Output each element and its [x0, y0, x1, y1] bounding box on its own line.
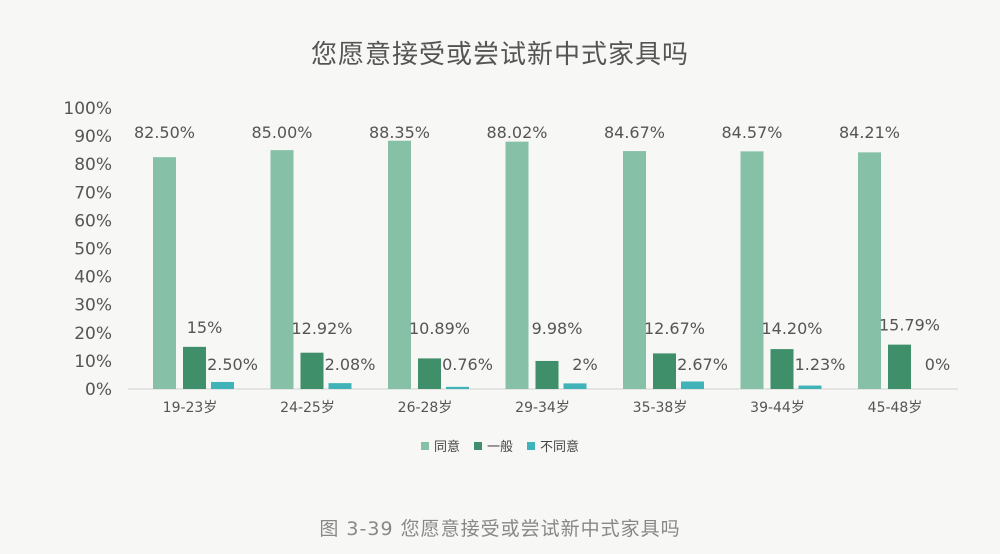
bar: [563, 383, 587, 389]
bar: [535, 360, 559, 389]
data-labels: 82.50% 15% 2.50% 85.00% 12.92% 2.08% 88.35% 10.…: [134, 123, 950, 374]
x-tick-label: 26-28岁: [398, 400, 453, 416]
bar: [211, 381, 234, 389]
legend-label: 不同意: [540, 440, 580, 455]
x-tick-label: 24-25岁: [280, 400, 335, 416]
x-tick-label: 35-38岁: [633, 400, 688, 416]
y-tick-label: 60%: [74, 211, 112, 231]
data-label: 10.89%: [409, 319, 470, 338]
data-label: 82.50%: [134, 123, 195, 142]
y-tick-label: 90%: [74, 127, 112, 147]
legend-swatch: [473, 441, 482, 450]
x-tick-label: 45-48岁: [868, 400, 923, 416]
chart-legend: 同意 一般 不同意: [0, 436, 1000, 455]
data-label: 12.92%: [291, 319, 352, 338]
y-tick-label: 70%: [74, 183, 112, 203]
data-label: 84.67%: [604, 123, 665, 142]
bar: [300, 352, 324, 389]
data-label: 85.00%: [251, 123, 312, 142]
legend-label: 一般: [486, 440, 513, 455]
bar: [446, 386, 469, 389]
data-label: 88.02%: [486, 123, 547, 142]
data-label: 15%: [187, 318, 223, 337]
legend-label: 同意: [433, 440, 460, 455]
bar: [798, 385, 822, 389]
bar-series: [153, 140, 911, 389]
bar: [505, 141, 529, 389]
y-tick-label: 20%: [74, 324, 112, 344]
x-tick-label: 29-34岁: [515, 400, 570, 416]
y-axis: 0% 10% 20% 30% 40% 50% 60% 70% 80% 90% 100%: [63, 99, 112, 400]
figure-caption: 图 3-39 您愿意接受或尝试新中式家具吗: [319, 518, 681, 540]
x-axis: 19-23岁 24-25岁 26-28岁 29-34岁 35-38岁 39-44岁 45-4…: [163, 400, 923, 416]
y-tick-label: 10%: [74, 352, 112, 372]
bar: [858, 152, 881, 389]
legend-item: 一般: [473, 436, 513, 455]
bar: [770, 349, 794, 389]
data-label: 2%: [572, 355, 597, 374]
x-tick-label: 39-44岁: [750, 400, 805, 416]
bar: [270, 150, 294, 389]
data-label: 0%: [925, 355, 950, 374]
data-label: 2.67%: [677, 355, 728, 374]
chart-title: 您愿意接受或尝试新中式家具吗: [310, 40, 689, 70]
data-label: 0.76%: [442, 355, 493, 374]
y-tick-label: 100%: [63, 99, 112, 119]
bar: [418, 358, 441, 389]
x-tick-label: 19-23岁: [163, 400, 218, 416]
data-label: 9.98%: [532, 319, 583, 338]
data-label: 88.35%: [369, 123, 430, 142]
bar: [153, 157, 176, 389]
y-tick-label: 30%: [74, 296, 112, 316]
bar: [388, 140, 411, 389]
data-label: 12.67%: [644, 319, 705, 338]
data-label: 1.23%: [795, 355, 846, 374]
legend-swatch: [420, 441, 429, 450]
bar: [653, 353, 676, 389]
legend-item: 同意: [420, 436, 460, 455]
legend-item: 不同意: [527, 436, 579, 455]
data-label: 2.08%: [325, 355, 376, 374]
y-tick-label: 80%: [74, 155, 112, 175]
bar: [328, 383, 352, 389]
bar: [183, 346, 206, 389]
legend-swatch: [527, 441, 535, 450]
bar: [888, 344, 911, 389]
bar: [740, 151, 764, 389]
data-label: 14.20%: [761, 319, 822, 338]
data-label: 2.50%: [207, 355, 258, 374]
bar: [681, 381, 704, 389]
bar: [623, 151, 646, 389]
data-label: 84.57%: [721, 123, 782, 142]
y-tick-label: 50%: [74, 240, 112, 260]
data-label: 15.79%: [879, 316, 940, 335]
y-tick-label: 40%: [74, 268, 112, 288]
y-tick-label: 0%: [85, 380, 112, 400]
data-label: 84.21%: [839, 123, 900, 142]
